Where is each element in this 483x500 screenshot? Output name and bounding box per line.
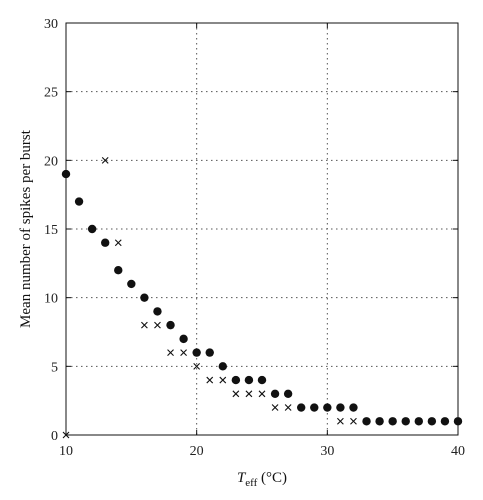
data-point-cross [245,390,253,398]
data-point-dot [388,417,397,426]
data-point-dot [114,266,123,275]
data-point-dot [231,375,241,385]
data-point-dot [440,417,450,426]
y-tick-label: 10 [44,292,58,307]
x-tick-label: 40 [451,444,465,459]
data-point-dot [336,403,345,412]
x-tick-label: 30 [320,444,334,459]
data-point-dot [218,362,227,371]
data-point-dot [349,403,358,412]
data-point-cross [167,349,174,356]
y-tick-label: 20 [44,154,58,169]
data-point-dot [127,279,136,289]
y-axis-label: Mean number of spikes per burst [18,129,34,328]
data-point-dot [375,417,384,426]
data-point-dot [166,320,175,330]
y-tick-label: 25 [44,86,58,101]
x-tick-labels: 10 20 30 40 [59,444,465,459]
data-point-cross [101,156,109,164]
data-point-cross [284,404,292,411]
x-tick-label: 20 [190,444,204,459]
y-tick-label: 0 [51,429,58,444]
data-point-dot [310,403,319,412]
data-point-dot [179,334,188,344]
x-axis-label-subscript: eff [245,477,257,489]
x-tick-label: 10 [59,444,73,459]
data-point-cross [271,404,279,411]
data-point-dot [153,307,162,316]
data-point-dot [427,417,437,426]
data-point-cross [180,349,187,356]
y-tick-labels: 0 5 10 15 20 25 30 [44,17,58,444]
data-point-dot [87,224,97,234]
data-point-cross [206,376,214,384]
data-point-cross [350,417,357,425]
data-points [61,156,463,439]
x-axis-label: Teff (°C) [237,470,287,489]
data-point-cross [114,239,122,247]
data-point-dot [270,389,280,398]
data-point-dot [101,238,110,247]
data-point-dot [323,403,332,412]
data-point-cross [154,321,161,329]
y-tick-label: 15 [44,223,58,238]
data-point-cross [193,362,201,370]
data-point-dot [362,417,371,426]
data-point-dot [140,293,149,302]
y-tick-label: 30 [44,17,58,32]
data-point-cross [219,376,227,384]
data-point-cross [232,390,240,398]
data-point-dot [283,389,293,398]
x-axis-label-main: T [237,470,247,486]
x-axis-label-unit: (°C) [257,470,287,486]
data-point-cross [141,321,148,329]
grid-lines [66,23,458,435]
plot-frame [65,22,459,436]
data-point-dot [414,417,423,426]
data-point-dot [401,417,410,426]
data-point-dot [205,348,214,357]
data-point-dot [244,375,254,385]
data-point-dot [297,403,306,412]
data-point-cross [258,390,266,398]
data-point-dot [74,197,84,206]
data-point-cross [337,417,344,425]
data-point-dot [192,348,201,357]
data-point-dot [257,375,267,385]
y-tick-label: 5 [51,360,58,375]
